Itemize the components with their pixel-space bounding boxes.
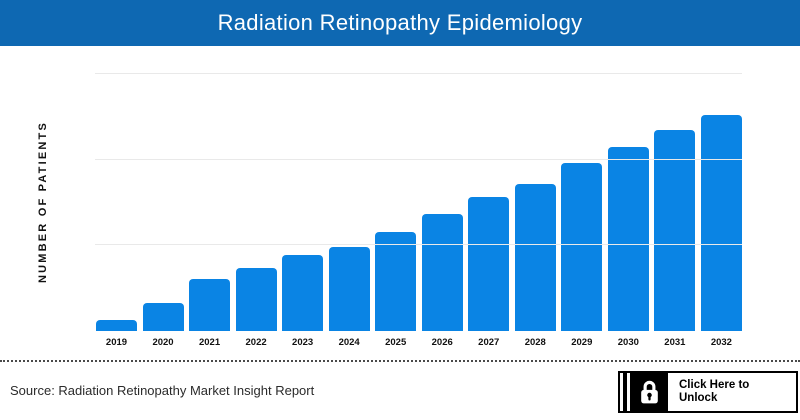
bar-2031 [654,130,696,331]
bar-column-2028: 2028 [514,74,556,348]
bar-2019 [96,320,137,331]
bar-2027 [468,197,510,331]
gridline [95,244,742,246]
x-tick-label: 2024 [338,337,360,348]
bar-2021 [189,279,231,331]
unlock-button[interactable]: Click Here to Unlock [618,371,798,413]
bar-chart: NUMBER OF PATIENTS 2019 2020 2021 2022 2023 2… [0,46,800,360]
bar-2025 [375,231,417,331]
lock-icon [630,373,668,411]
bars-container: 2019 2020 2021 2022 2023 2024 2025 2026 2027 2028… [96,74,742,348]
x-tick-label: 2026 [431,337,453,348]
bar-column-2023: 2023 [282,74,324,348]
bar-2026 [421,214,463,331]
x-tick-label: 2030 [617,337,639,348]
bar-column-2019: 2019 [96,74,137,348]
dotted-divider [0,360,800,362]
bar-column-2032: 2032 [700,74,742,348]
unlock-accent-bar [623,373,627,411]
bar-column-2027: 2027 [468,74,510,348]
x-tick-label: 2022 [245,337,267,348]
bar-2023 [282,255,324,331]
bar-column-2026: 2026 [421,74,463,348]
unlock-label-line2: Unlock [679,392,718,404]
x-tick-label: 2025 [385,337,407,348]
bar-column-2025: 2025 [375,74,417,348]
bar-column-2029: 2029 [561,74,603,348]
bar-2020 [142,302,184,331]
bar-2024 [328,246,370,331]
unlock-label-line1: Click Here to [679,379,750,391]
x-tick-label: 2027 [478,337,500,348]
plot-area: 2019 2020 2021 2022 2023 2024 2025 2026 2027 2028… [95,73,742,348]
bar-2030 [607,147,649,331]
y-axis-label-wrap: NUMBER OF PATIENTS [26,74,60,331]
bar-column-2022: 2022 [235,74,277,348]
bar-2028 [514,184,556,331]
bar-column-2021: 2021 [189,74,231,348]
bar-2029 [561,162,603,331]
page-title: Radiation Retinopathy Epidemiology [217,10,583,35]
bar-2032 [700,115,742,331]
x-tick-label: 2028 [524,337,546,348]
y-axis-label: NUMBER OF PATIENTS [37,121,49,284]
bar-column-2024: 2024 [328,74,370,348]
bar-2022 [235,268,277,331]
x-tick-label: 2031 [664,337,686,348]
bar-column-2020: 2020 [142,74,184,348]
x-tick-label: 2019 [105,337,128,348]
bar-column-2030: 2030 [607,74,649,348]
x-tick-label: 2023 [292,337,314,348]
x-tick-label: 2029 [571,337,593,348]
bar-column-2031: 2031 [654,74,696,348]
source-text: Source: Radiation Retinopathy Market Ins… [10,383,315,398]
header-banner: Radiation Retinopathy Epidemiology [0,0,800,46]
x-tick-label: 2020 [152,337,174,348]
gridline [95,73,742,74]
gridline [95,158,742,160]
unlock-button-label: Click Here to Unlock [668,373,749,411]
x-tick-label: 2021 [198,337,221,348]
x-tick-label: 2032 [710,337,732,348]
